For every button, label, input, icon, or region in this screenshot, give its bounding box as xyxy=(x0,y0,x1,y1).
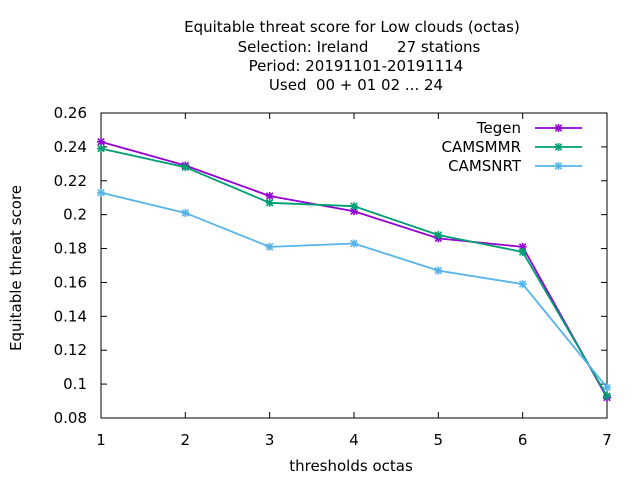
y-tick-label: 0.14 xyxy=(54,307,87,325)
data-point-camsnrt xyxy=(434,266,443,275)
legend-marker-camsmmr xyxy=(554,143,563,151)
data-point-camsnrt xyxy=(181,208,190,217)
series-line-camsnrt xyxy=(100,191,608,389)
title-line-3: Period: 20191101-20191114 xyxy=(249,57,464,75)
y-axis-label: Equitable threat score xyxy=(7,185,25,351)
data-point-camsmmr xyxy=(181,163,190,172)
series-line-tegen xyxy=(100,140,608,399)
x-tick-label: 4 xyxy=(349,431,359,449)
y-tick-label: 0.26 xyxy=(54,104,87,122)
x-tick-label: 2 xyxy=(181,431,191,449)
x-axis-label: thresholds octas xyxy=(289,457,413,475)
y-tick-label: 0.22 xyxy=(54,172,87,190)
legend-label-camsmmr: CAMSMMR xyxy=(441,138,521,156)
data-point-camsnrt xyxy=(518,280,527,289)
data-point-camsmmr xyxy=(603,391,611,400)
x-tick-label: 5 xyxy=(434,431,444,449)
data-point-camsnrt xyxy=(97,188,105,197)
data-point-tegen xyxy=(265,192,274,201)
y-tick-label: 0.08 xyxy=(54,409,87,427)
series-lines xyxy=(97,137,611,402)
y-tick-label: 0.2 xyxy=(63,206,87,224)
title-line-1: Equitable threat score for Low clouds (o… xyxy=(184,18,520,36)
x-axis: 1 2 3 4 5 6 7 xyxy=(96,113,612,449)
y-tick-label: 0.18 xyxy=(54,240,87,258)
series-line-camsmmr xyxy=(100,147,608,397)
legend-label-tegen: Tegen xyxy=(476,119,521,137)
data-point-camsmmr xyxy=(265,198,274,207)
y-tick-label: 0.12 xyxy=(54,341,87,359)
data-point-camsmmr xyxy=(97,144,105,153)
title-line-4: Used 00 + 01 02 ... 24 xyxy=(269,76,443,94)
data-point-camsnrt xyxy=(603,383,611,392)
x-tick-label: 7 xyxy=(602,431,612,449)
x-tick-label: 6 xyxy=(518,431,528,449)
y-tick-label: 0.16 xyxy=(54,273,87,291)
title-line-2: Selection: Ireland 27 stations xyxy=(238,38,481,56)
y-tick-label: 0.24 xyxy=(54,138,87,156)
legend-marker-camsnrt xyxy=(554,162,563,170)
data-point-camsmmr xyxy=(518,247,527,256)
data-point-camsnrt xyxy=(350,239,358,248)
x-tick-label: 1 xyxy=(96,431,106,449)
y-axis: 0.08 0.1 0.12 0.14 0.16 0.18 0.2 0.22 0.24 0.26 xyxy=(54,104,607,427)
legend-marker-tegen xyxy=(554,124,563,132)
data-point-camsnrt xyxy=(265,242,274,251)
x-tick-label: 3 xyxy=(265,431,275,449)
data-point-camsmmr xyxy=(350,202,358,211)
chart-title: Equitable threat score for Low clouds (o… xyxy=(184,18,520,94)
y-tick-label: 0.1 xyxy=(63,375,87,393)
data-point-camsmmr xyxy=(434,231,443,239)
data-point-tegen xyxy=(97,137,105,146)
legend-label-camsnrt: CAMSNRT xyxy=(448,157,522,175)
